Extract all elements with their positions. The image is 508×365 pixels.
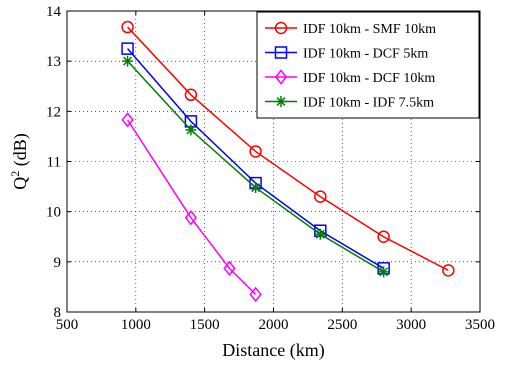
series-line	[127, 26, 449, 272]
legend-item: IDF 10km - IDF 7.5km	[265, 96, 434, 111]
y-tick-label: 12	[46, 104, 61, 120]
data-point-circle	[249, 145, 262, 158]
data-point-diamond	[223, 260, 236, 277]
series-line	[126, 119, 257, 295]
legend-label: IDF 10km - SMF 10km	[303, 22, 436, 37]
legend-swatch-marker	[274, 46, 288, 59]
star-marker-stroke	[379, 267, 389, 277]
data-point-diamond	[184, 209, 198, 226]
y-axis-title-base: Q	[10, 177, 30, 190]
x-tick-label: 3500	[465, 317, 495, 333]
series-group	[122, 55, 390, 278]
legend-item: IDF 10km - DCF 5km	[265, 46, 428, 62]
data-point-diamond	[121, 112, 134, 128]
legend-swatch-marker	[274, 21, 288, 35]
data-point-diamond	[249, 286, 262, 303]
legend-item: IDF 10km - DCF 10km	[265, 69, 435, 86]
x-tick-label: 1000	[121, 317, 151, 333]
y-tick-labels: 8 9 10 11 12 13 14	[46, 4, 62, 321]
x-tick-labels: 500 1000 1500 2000 2500 3000 3500	[56, 317, 495, 333]
legend-item: IDF 10km - SMF 10km	[265, 21, 436, 37]
y-tick-label: 13	[46, 54, 61, 70]
star-marker-stroke	[186, 125, 196, 135]
data-point-circle	[314, 190, 327, 203]
star-marker-stroke	[251, 183, 261, 193]
series-group	[121, 112, 262, 303]
data-point-star	[122, 55, 134, 67]
y-tick-label: 8	[54, 305, 62, 321]
x-axis-title: Distance (km)	[222, 340, 324, 361]
x-tick-label: 500	[56, 317, 79, 333]
series-layer	[121, 20, 455, 303]
y-axis-title: Q2 (dB)	[8, 133, 31, 190]
data-point-square	[121, 42, 134, 55]
legend-label: IDF 10km - DCF 10km	[303, 71, 435, 86]
legend-label: IDF 10km - DCF 5km	[303, 47, 428, 62]
data-point-circle	[442, 264, 455, 277]
x-tick-label: 2000	[259, 317, 289, 333]
star-marker-stroke	[315, 229, 325, 239]
star-marker-stroke	[123, 56, 133, 66]
series-group	[121, 20, 455, 277]
y-tick-label: 10	[46, 205, 61, 221]
data-point-circle	[377, 230, 390, 243]
y-tick-label: 11	[47, 155, 61, 171]
x-tick-label: 1500	[190, 317, 220, 333]
star-marker-stroke	[276, 97, 286, 106]
legend-swatch-marker	[274, 69, 288, 85]
legend-label: IDF 10km - IDF 7.5km	[303, 96, 434, 111]
data-point-star	[378, 266, 390, 278]
data-point-star	[185, 124, 197, 136]
data-point-circle	[121, 20, 134, 34]
data-point-star	[314, 228, 326, 240]
legend: IDF 10km - SMF 10km IDF 10km - DCF 5km IDF…	[256, 11, 480, 119]
y-axis-title-sup: 2	[8, 171, 22, 177]
data-point-star	[250, 182, 262, 194]
y-axis-title-unit: (dB)	[10, 133, 31, 171]
x-tick-label: 2500	[327, 317, 357, 333]
legend-swatch-marker	[275, 96, 287, 107]
legend-box	[256, 11, 480, 119]
y-tick-label: 9	[54, 255, 62, 271]
y-tick-label: 14	[46, 4, 62, 20]
x-tick-label: 3000	[396, 317, 426, 333]
data-point-circle	[184, 88, 198, 102]
